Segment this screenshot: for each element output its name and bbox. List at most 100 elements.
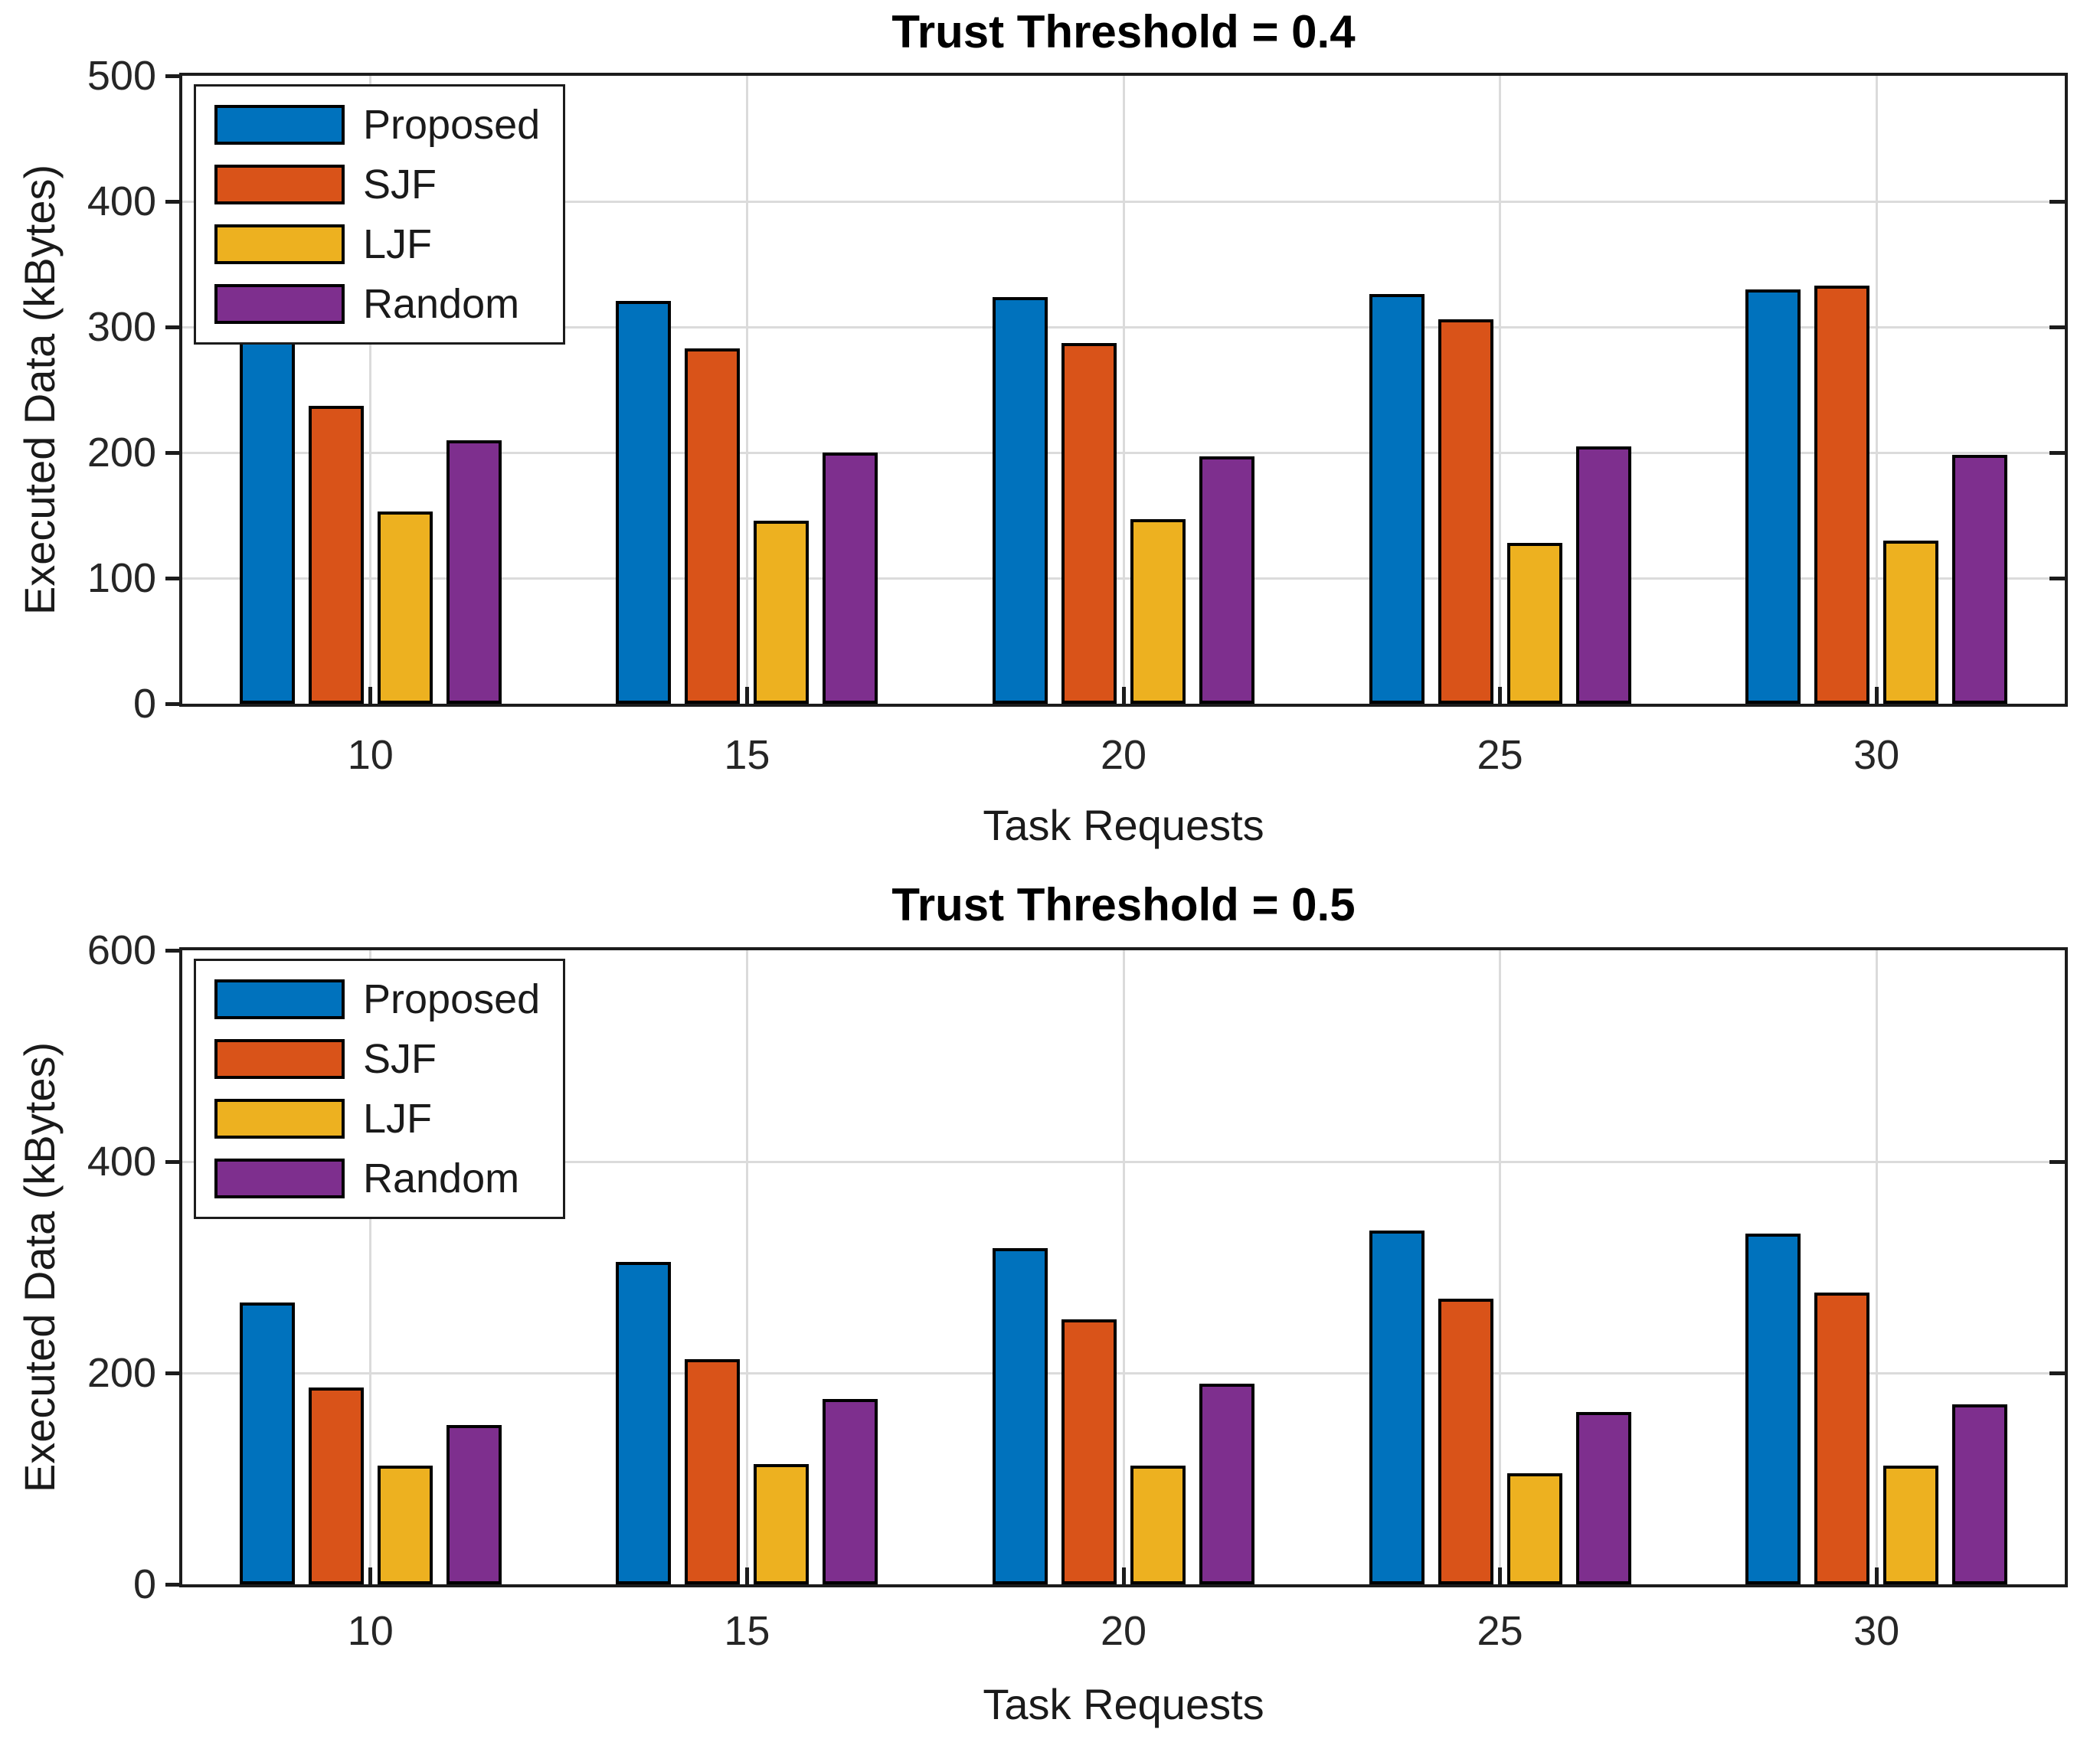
- legend-item: Proposed: [214, 978, 540, 1021]
- y-gridline: [182, 325, 2065, 328]
- bar-ljf-30: [1883, 1466, 1939, 1584]
- bar-proposed-30: [1745, 289, 1801, 704]
- plot-area: [179, 73, 2068, 707]
- x-tick-label: 20: [1100, 1608, 1147, 1654]
- y-tick: [165, 1159, 179, 1164]
- legend-swatch-sjf: [214, 1039, 345, 1079]
- bar-ljf-10: [377, 512, 433, 704]
- y-tick-label: 0: [132, 1561, 156, 1607]
- bar-proposed-10: [239, 323, 295, 704]
- legend-item: SJF: [214, 1038, 540, 1080]
- x-tick-label: 30: [1853, 732, 1900, 778]
- chart-title: Trust Threshold = 0.4: [891, 6, 1356, 57]
- legend-label: Proposed: [363, 976, 541, 1022]
- y-tick-label: 200: [87, 1350, 156, 1396]
- legend-label: SJF: [363, 162, 437, 208]
- legend-swatch-sjf: [214, 165, 345, 204]
- legend-swatch-ljf: [214, 1099, 345, 1139]
- x-gridline: [1499, 76, 1502, 704]
- y-axis-label: Executed Data (kBytes): [15, 1041, 64, 1493]
- y-tick: [165, 701, 179, 706]
- bar-random-25: [1575, 1412, 1631, 1584]
- legend-label: Random: [363, 1155, 520, 1201]
- x-gridline: [369, 76, 372, 704]
- bar-ljf-10: [377, 1466, 433, 1584]
- y-tick-label: 600: [87, 927, 156, 973]
- y-gridline: [182, 1160, 2065, 1163]
- y-gridline: [182, 577, 2065, 580]
- bar-proposed-15: [616, 301, 672, 704]
- x-gridline: [1875, 950, 1878, 1584]
- bar-random-15: [823, 453, 878, 704]
- y-tick: [165, 450, 179, 455]
- bar-ljf-20: [1130, 1466, 1186, 1584]
- legend-label: Proposed: [363, 102, 541, 148]
- y-tick-label: 400: [87, 178, 156, 224]
- legend: Proposed SJF LJF Random: [194, 84, 566, 345]
- y-tick-label: 200: [87, 430, 156, 476]
- x-tick-label: 10: [347, 732, 394, 778]
- x-gridline: [1122, 950, 1125, 1584]
- y-tick-right: [2049, 1371, 2065, 1375]
- y-tick: [165, 576, 179, 580]
- x-tick-label: 30: [1853, 1608, 1900, 1654]
- legend-label: SJF: [363, 1036, 437, 1082]
- legend: Proposed SJF LJF Random: [194, 959, 566, 1219]
- legend-item: SJF: [214, 163, 540, 206]
- y-tick-right: [2049, 576, 2065, 580]
- y-tick-label: 500: [87, 53, 156, 99]
- bar-random-15: [823, 1399, 878, 1584]
- bar-sjf-20: [1061, 343, 1117, 704]
- y-tick: [165, 74, 179, 78]
- bar-ljf-30: [1883, 541, 1939, 704]
- legend-label: LJF: [363, 1096, 433, 1142]
- bar-random-30: [1952, 1404, 2008, 1584]
- x-gridline: [369, 950, 372, 1584]
- bar-sjf-25: [1438, 319, 1493, 704]
- y-tick-label: 400: [87, 1139, 156, 1185]
- legend-item: Random: [214, 283, 540, 325]
- bar-random-30: [1952, 455, 2008, 704]
- y-tick-right: [2049, 1159, 2065, 1164]
- bar-ljf-25: [1506, 543, 1562, 704]
- legend-swatch-proposed: [214, 979, 345, 1019]
- legend-swatch-random: [214, 284, 345, 324]
- y-tick-right: [2049, 450, 2065, 455]
- y-tick: [165, 1371, 179, 1375]
- y-tick: [165, 199, 179, 204]
- x-tick: [1121, 687, 1126, 704]
- x-tick: [1874, 1567, 1879, 1584]
- bar-ljf-25: [1506, 1473, 1562, 1584]
- x-gridline: [745, 950, 748, 1584]
- bar-sjf-20: [1061, 1319, 1117, 1584]
- y-gridline: [182, 200, 2065, 203]
- legend-swatch-proposed: [214, 105, 345, 145]
- y-tick-right: [2049, 325, 2065, 329]
- x-gridline: [1122, 76, 1125, 704]
- bar-sjf-15: [685, 1359, 741, 1584]
- legend-item: Proposed: [214, 103, 540, 146]
- bar-proposed-15: [616, 1262, 672, 1584]
- bar-random-10: [446, 440, 502, 704]
- bar-sjf-15: [685, 348, 741, 704]
- legend-item: LJF: [214, 223, 540, 266]
- x-tick: [1874, 687, 1879, 704]
- bar-sjf-10: [308, 1388, 364, 1584]
- x-tick-label: 15: [724, 732, 770, 778]
- y-tick: [165, 1582, 179, 1587]
- bar-sjf-25: [1438, 1299, 1493, 1584]
- x-tick: [368, 687, 373, 704]
- x-gridline: [1875, 76, 1878, 704]
- bar-ljf-15: [754, 1464, 810, 1584]
- y-tick: [165, 948, 179, 953]
- y-tick-label: 0: [132, 681, 156, 727]
- x-tick: [744, 687, 749, 704]
- legend-item: LJF: [214, 1097, 540, 1140]
- legend-item: Random: [214, 1157, 540, 1200]
- bar-random-25: [1575, 446, 1631, 704]
- bar-proposed-20: [993, 1248, 1048, 1584]
- x-axis-label: Task Requests: [983, 801, 1264, 849]
